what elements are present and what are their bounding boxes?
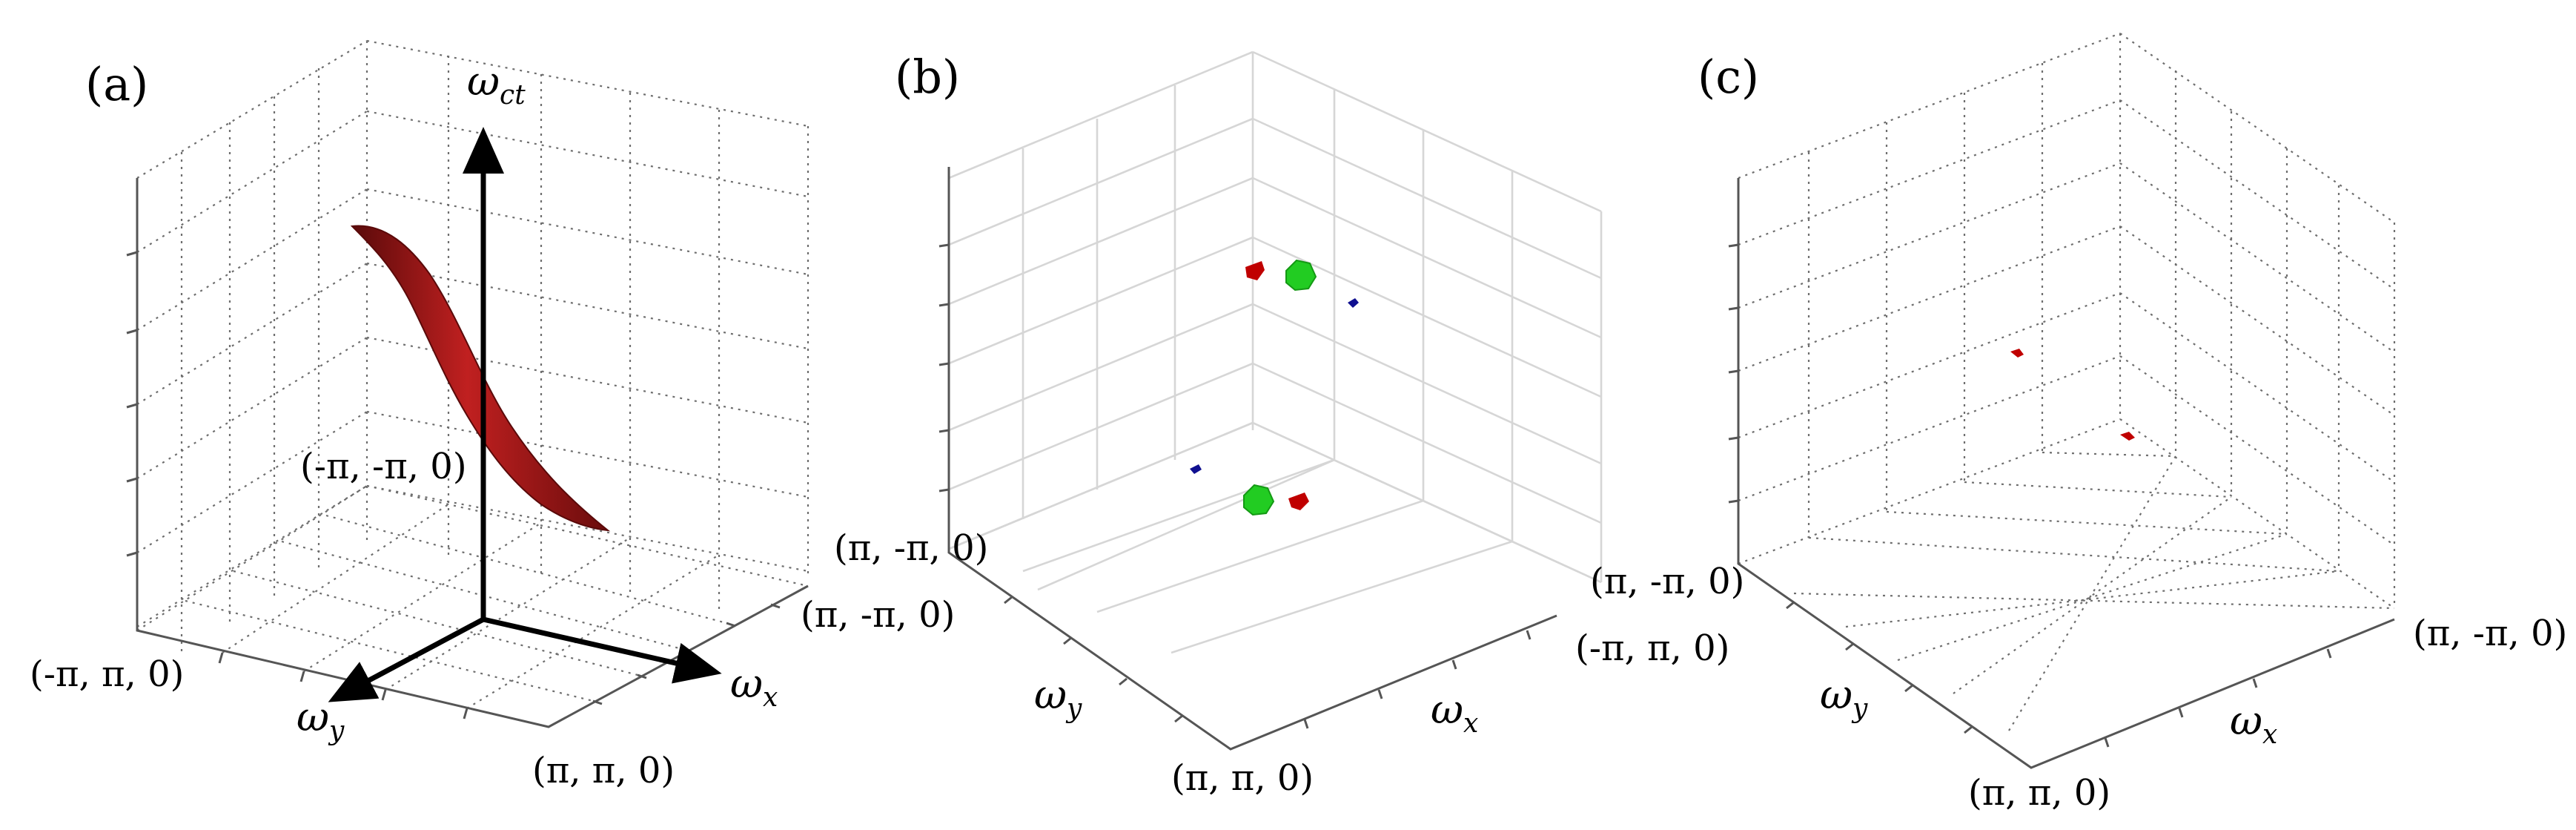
panel-c-red-blob	[2010, 349, 2024, 358]
panel-a-floor-grid	[137, 486, 808, 727]
panel-a-corner-label: (-π, -π, 0)	[300, 446, 467, 487]
panel-a-y-axis-label: ωy	[297, 694, 345, 746]
panel-b-label: (b)	[895, 50, 960, 104]
panel-b-floor-grid	[949, 423, 1601, 653]
panel-c-red-blob	[2120, 432, 2135, 441]
panel-b-red-blob	[1245, 261, 1265, 280]
panel-b-ticks	[939, 245, 1530, 728]
panel-b-blue-blob	[1348, 298, 1359, 308]
panel-b-blue-blob	[1190, 464, 1202, 474]
panel-a: (a) ωct	[30, 41, 955, 791]
panel-c-label: (c)	[1698, 50, 1759, 104]
panel-a-left-wall-grid	[137, 41, 367, 653]
panel-c-x-axis-label: ωx	[2230, 697, 2277, 750]
panel-b-corner-label: (π, -π, 0)	[834, 527, 988, 569]
panel-a-label: (a)	[85, 57, 148, 111]
panel-b-corner-label: (π, π, 0)	[1171, 757, 1314, 799]
panel-c-floor-grid	[1794, 452, 2394, 731]
panel-b-y-axis-label: ωy	[1034, 671, 1082, 724]
panel-a-y-axis-arrow	[337, 619, 483, 697]
panel-b-corner-label: (π, -π, 0)	[1590, 561, 1744, 602]
panel-a-x-axis-label: ωx	[730, 660, 778, 713]
panel-b-x-axis-label: ωx	[1431, 686, 1478, 739]
panel-c-y-axis-label: ωy	[1820, 671, 1868, 724]
panel-a-corner-label: (π, -π, 0)	[801, 594, 955, 636]
panel-a-corner-label: (-π, π, 0)	[30, 653, 184, 695]
panel-b-green-blob	[1244, 485, 1274, 515]
panel-c: (c) ωy ωx	[1698, 33, 2567, 814]
panel-a-z-axis-label: ωct	[467, 58, 526, 111]
panel-a-frame	[137, 178, 808, 727]
panel-c-corner-label: (π, π, 0)	[1968, 772, 2110, 814]
panel-a-corner-label: (π, π, 0)	[532, 750, 675, 791]
panel-b-corner-label: (-π, π, 0)	[1575, 628, 1729, 669]
panel-b-left-wall-grid	[949, 52, 1253, 549]
panel-c-ticks	[1729, 245, 2331, 747]
panel-b-red-blob	[1288, 493, 1309, 510]
panel-c-left-wall-grid	[1738, 33, 2120, 564]
panel-c-corner-label: (π, -π, 0)	[2413, 613, 2567, 654]
panel-b: (b) ωy	[834, 50, 1744, 799]
panel-c-right-wall-grid	[2120, 33, 2394, 608]
